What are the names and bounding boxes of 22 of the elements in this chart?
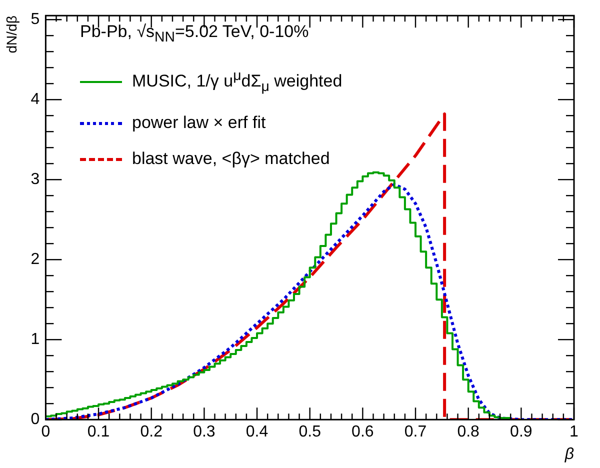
x-tick-label: 0.4 (246, 424, 268, 441)
x-tick-label: 1 (570, 424, 579, 441)
annotation: Pb-Pb, √s$_{NN}$=5.02 TeV, 0-10% (80, 22, 309, 46)
y-tick-label: 2 (30, 251, 40, 268)
x-tick-label: 0.2 (140, 424, 163, 441)
x-tick-label: 0.6 (352, 424, 374, 441)
y-tick-label: 0 (30, 411, 40, 428)
x-axis-title: β (564, 446, 574, 463)
legend-label: blast wave, <βγ> matched (132, 148, 330, 170)
x-tick-label: 0.8 (457, 424, 480, 441)
legend-label: power law × erf fit (132, 112, 266, 134)
y-tick-label: 5 (30, 11, 40, 28)
y-tick-label: 3 (30, 171, 40, 188)
y-axis-title: dN/dβ (3, 16, 20, 54)
x-tick-label: 0.3 (193, 424, 216, 441)
legend-label: MUSIC, 1/γ u$^{μ}$dΣ$_{μ}$ weighted (132, 67, 342, 98)
y-tick-label: 4 (30, 91, 40, 108)
x-tick-label: 0.5 (298, 424, 322, 441)
x-tick-label: 0.7 (404, 424, 427, 441)
x-tick-label: 0.9 (510, 424, 532, 441)
y-tick-label: 1 (30, 331, 40, 348)
x-tick-label: 0.1 (87, 424, 110, 441)
